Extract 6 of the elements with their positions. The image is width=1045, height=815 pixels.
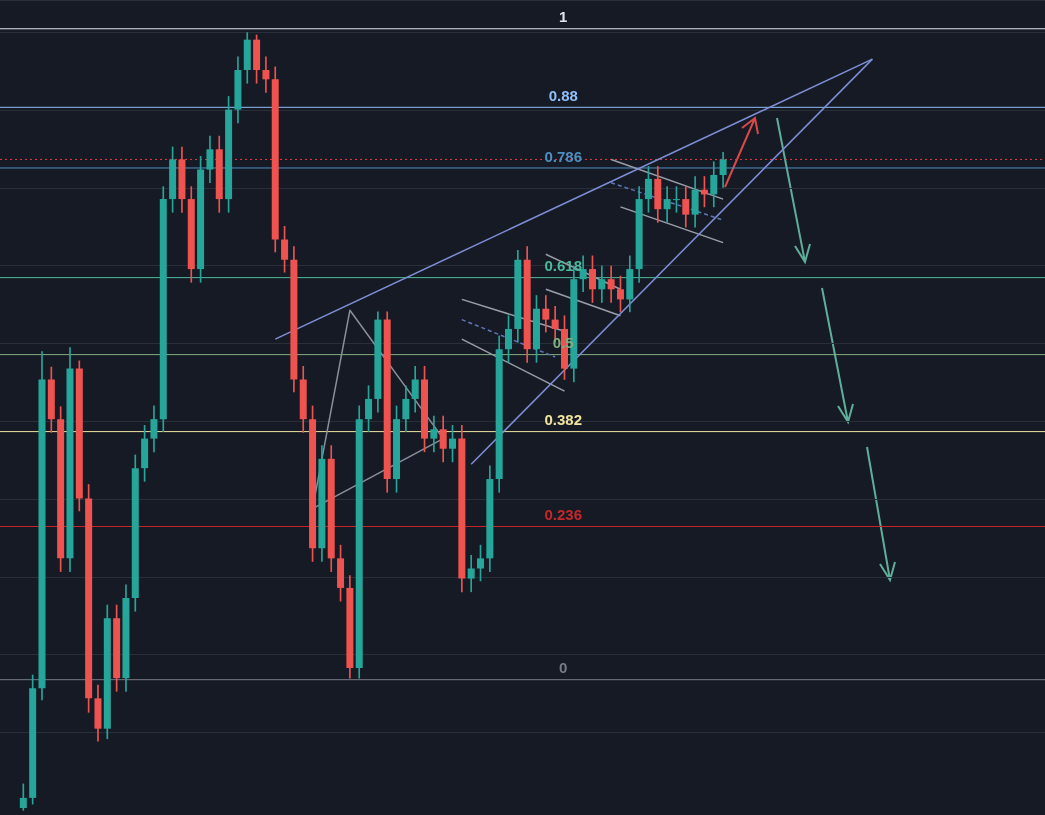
annotation: 1	[559, 8, 568, 26]
annotation: 0.236	[544, 506, 583, 524]
annotation: 0.88	[548, 86, 578, 104]
annotation: 0.786	[544, 147, 583, 165]
annotation: 0	[559, 659, 568, 677]
annotation: 0.382	[544, 411, 583, 429]
